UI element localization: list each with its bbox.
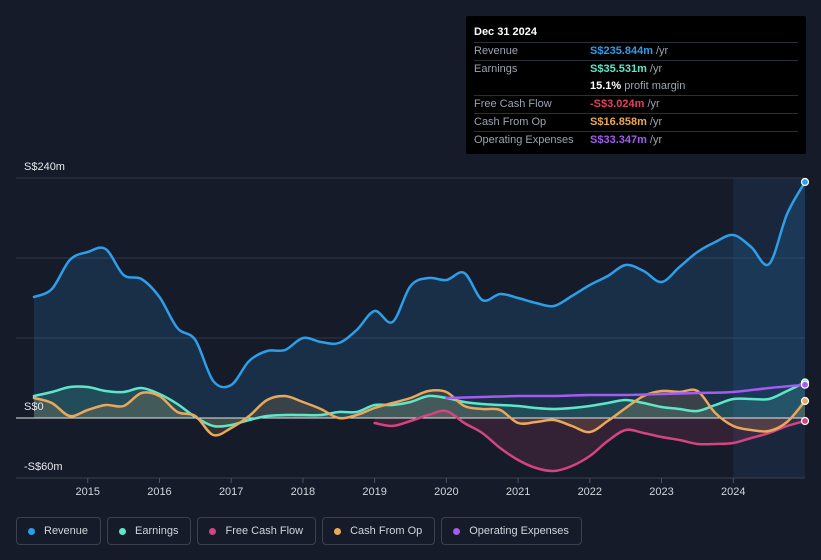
legend-item-free-cash-flow[interactable]: Free Cash Flow [197, 517, 317, 545]
x-tick-label: 2021 [506, 486, 530, 498]
tooltip: Dec 31 2024 Revenue S$235.844m/yr Earnings… [466, 16, 806, 154]
legend-item-cash-from-op[interactable]: Cash From Op [322, 517, 436, 545]
tooltip-row: Free Cash Flow -S$3.024m/yr [474, 95, 798, 113]
tooltip-row-unit: /yr [649, 63, 663, 75]
y-label-zero: S$0 [24, 401, 44, 413]
x-tick-label: 2020 [434, 486, 458, 498]
x-tick-label: 2016 [147, 486, 171, 498]
tooltip-row: Operating Expenses S$33.347m/yr [474, 131, 798, 149]
legend: Revenue Earnings Free Cash Flow Cash From O… [16, 517, 582, 545]
tooltip-row-value: -S$3.024m [590, 98, 645, 110]
y-label-top: S$240m [24, 161, 65, 173]
x-tick-label: 2024 [721, 486, 745, 498]
earnings-area [33, 382, 805, 427]
tooltip-row-unit: /yr [649, 134, 663, 146]
tooltip-row: Revenue S$235.844m/yr [474, 42, 798, 60]
tooltip-row-label: Earnings [474, 63, 518, 75]
earnings-line [32, 381, 807, 428]
legend-label: Earnings [135, 525, 179, 537]
tooltip-row-unit: /yr [647, 98, 660, 110]
free-cash-flow-endpoint [800, 416, 810, 426]
x-tick-label: 2018 [291, 486, 315, 498]
revenue-line [32, 180, 807, 389]
legend-dot-icon [119, 527, 127, 535]
x-tick-label: 2022 [578, 486, 602, 498]
tooltip-row-label: Operating Expenses [474, 134, 574, 146]
tooltip-row-label: Free Cash Flow [474, 98, 552, 110]
cash-from-op-endpoint [800, 396, 810, 406]
legend-item-earnings[interactable]: Earnings [107, 517, 192, 545]
x-tick-label: 2023 [649, 486, 673, 498]
tooltip-date: Dec 31 2024 [474, 26, 537, 38]
tooltip-row-value: S$35.531m [590, 63, 647, 75]
tooltip-row-unit: /yr [656, 45, 669, 57]
series-lines [32, 180, 807, 473]
tooltip-row-unit: /yr [649, 116, 663, 128]
operating-expenses-line [445, 383, 807, 400]
x-axis: 2015 2016 2017 2018 2019 2020 2021 2022 2023 2024 [16, 477, 805, 498]
x-tick-label: 2015 [75, 486, 99, 498]
tooltip-row-value: 15.1% [590, 80, 622, 92]
tooltip-row-label [474, 78, 590, 95]
x-tick-label: 2017 [219, 486, 243, 498]
legend-label: Cash From Op [350, 525, 423, 537]
tooltip-row-value: S$33.347m [590, 134, 647, 146]
legend-dot-icon [28, 527, 35, 535]
legend-item-operating-expenses[interactable]: Operating Expenses [441, 517, 582, 545]
legend-dot-icon [453, 527, 461, 535]
tooltip-row-label: Cash From Op [474, 116, 547, 128]
legend-label: Operating Expenses [469, 525, 569, 537]
series-endpoints [800, 177, 810, 426]
x-tick-label: 2019 [362, 486, 386, 498]
free-cash-flow-line [373, 409, 807, 473]
legend-label: Revenue [44, 525, 89, 537]
free-cash-flow-area [374, 410, 805, 472]
legend-label: Free Cash Flow [225, 525, 304, 537]
cash-from-op-line [32, 388, 807, 437]
tooltip-row-unit: profit margin [624, 80, 686, 92]
revenue-endpoint [800, 177, 810, 187]
legend-dot-icon [209, 527, 217, 535]
revenue-area [33, 182, 805, 418]
tooltip-row: 15.1% profit margin [474, 78, 798, 95]
operating-expenses-endpoint [800, 380, 810, 389]
tooltip-rows: Revenue S$235.844m/yr Earnings S$35.531m/yr… [474, 42, 798, 149]
y-label-bottom: -S$60m [24, 461, 63, 473]
tooltip-row-label: Revenue [474, 45, 519, 57]
tooltip-row-value: S$16.858m [590, 116, 647, 128]
cash-from-op-area [33, 389, 805, 436]
legend-dot-icon [334, 527, 342, 535]
series-areas [33, 182, 805, 472]
tooltip-row: Earnings S$35.531m/yr [474, 60, 798, 78]
tooltip-row-value: S$235.844m [590, 45, 653, 57]
legend-item-revenue[interactable]: Revenue [16, 517, 102, 545]
tooltip-row: Cash From Op S$16.858m/yr [474, 113, 798, 131]
